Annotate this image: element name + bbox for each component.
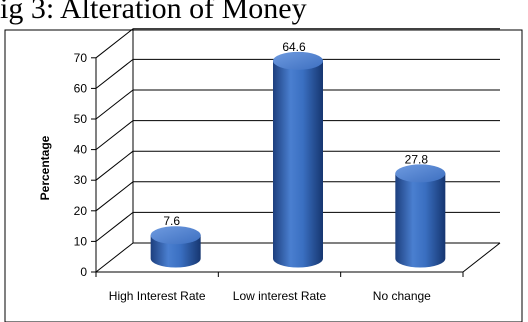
bar-body xyxy=(273,60,323,268)
y-axis-ticks: 0 10 20 30 40 50 60 70 xyxy=(74,51,96,279)
bar: 27.8 xyxy=(395,152,446,268)
gridline-diagonal xyxy=(95,212,134,242)
x-axis-categories: High Interest Rate Low interest Rate No ch… xyxy=(95,272,464,303)
gridline-diagonal xyxy=(95,150,134,181)
x-category-label: Low interest Rate xyxy=(233,289,327,303)
gridline-diagonal xyxy=(95,59,134,89)
gridline-diagonal xyxy=(95,89,134,120)
y-tick-label: 60 xyxy=(74,81,88,95)
gridline-diagonal xyxy=(95,28,134,59)
bar: 7.6 xyxy=(150,214,201,268)
chart-frame xyxy=(4,29,523,322)
y-tick-label: 20 xyxy=(74,204,88,218)
floor-right-edge xyxy=(462,242,501,273)
data-label: 27.8 xyxy=(405,152,429,166)
bar-body xyxy=(395,173,446,268)
y-tick-label: 0 xyxy=(80,265,87,279)
y-tick-label: 70 xyxy=(74,51,88,65)
bars: 7.6 64.6 27.8 xyxy=(150,40,446,268)
bar-top xyxy=(273,51,323,70)
y-tick-label: 50 xyxy=(74,112,88,126)
gridline-diagonal xyxy=(95,181,134,212)
data-label: 64.6 xyxy=(282,40,306,54)
bar: 64.6 xyxy=(273,40,323,268)
bar-top xyxy=(395,164,446,183)
y-tick-label: 30 xyxy=(74,173,88,187)
y-tick-label: 40 xyxy=(74,143,88,157)
bar-top xyxy=(150,226,201,245)
figure-caption: ig 3: Alteration of Money xyxy=(0,0,307,25)
bar-body xyxy=(150,235,201,268)
gridline-diagonal xyxy=(95,242,134,273)
data-label: 7.6 xyxy=(163,214,180,228)
x-category-label: No change xyxy=(373,289,431,303)
y-tick-label: 10 xyxy=(74,234,88,248)
y-axis-title: Percentage xyxy=(38,135,52,200)
gridline-diagonal xyxy=(95,120,134,150)
x-category-label: High Interest Rate xyxy=(109,289,206,303)
